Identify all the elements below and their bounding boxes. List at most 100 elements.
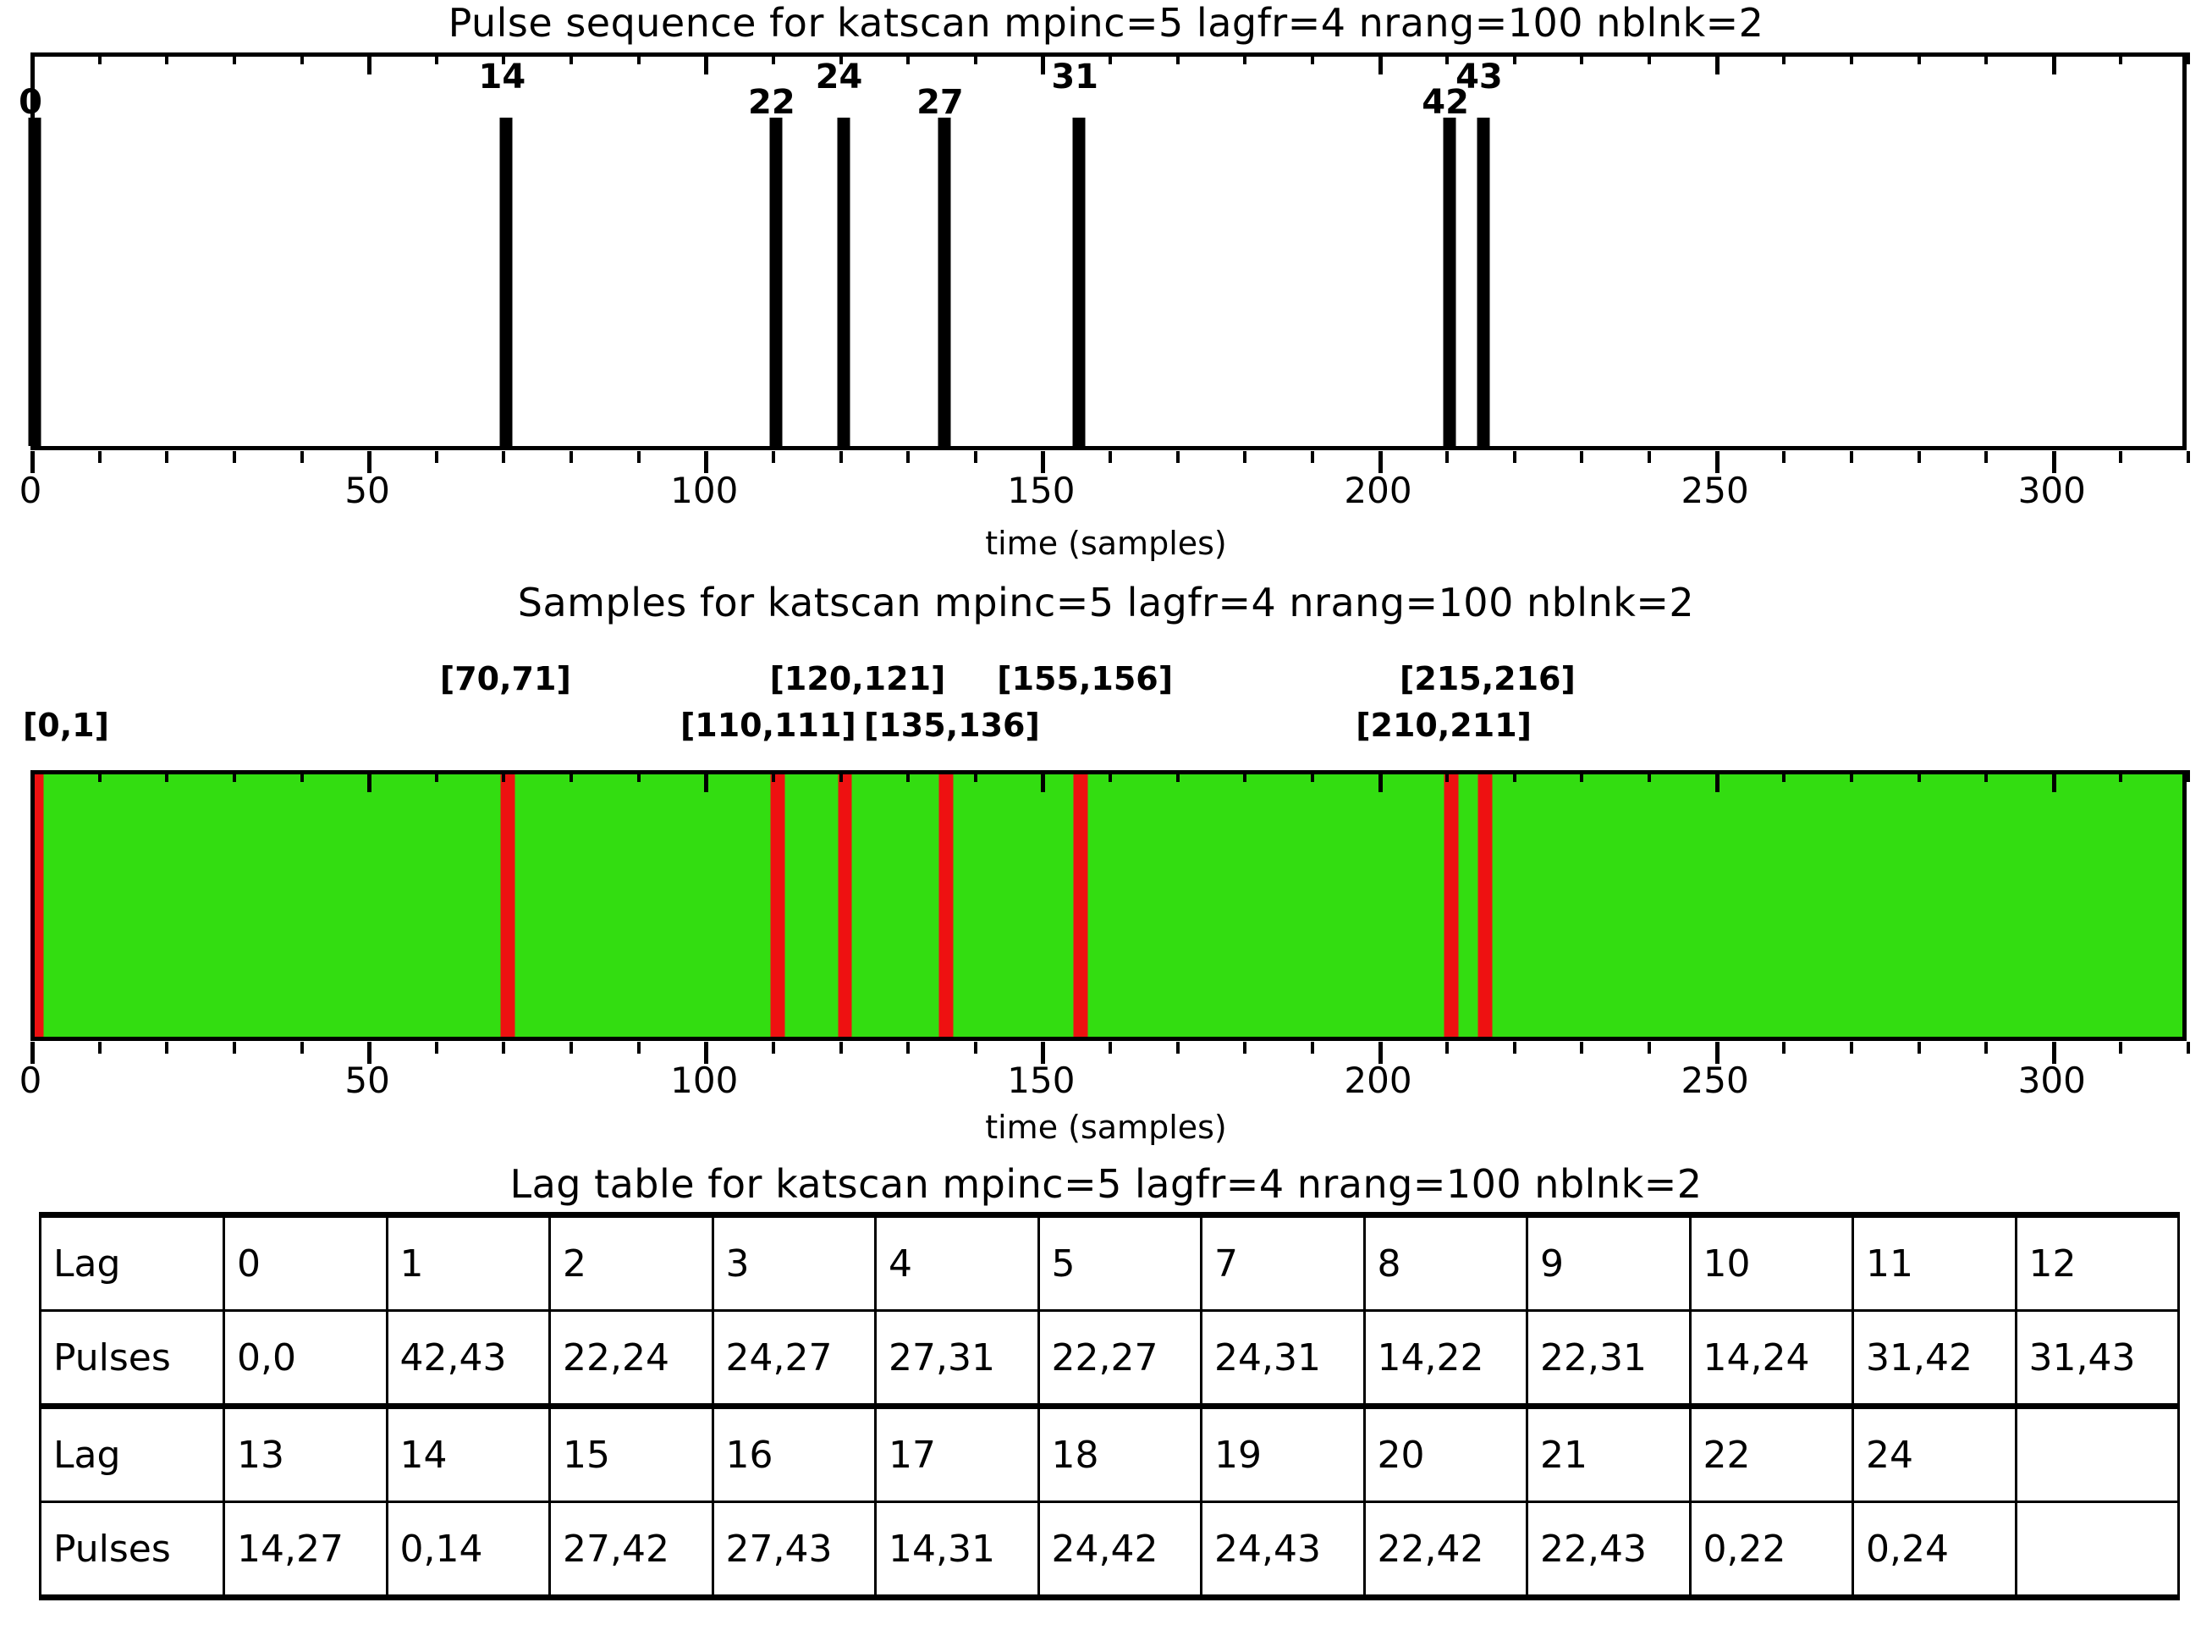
sample-stripe [300,774,309,1037]
sample-stripe [2017,774,2028,1037]
sample-stripe [84,774,94,1037]
sample-stripe [1499,774,1509,1037]
sample-stripe [400,774,410,1037]
sample-stripe [1728,774,1738,1037]
sample-stripe [603,774,613,1037]
sample-stripe [1532,774,1543,1037]
sample-stripe [1572,774,1582,1037]
axis-minor-tick [771,451,775,463]
sample-stripe [2098,774,2108,1037]
sample-stripe [1876,774,1886,1037]
sample-stripe [2078,774,2088,1037]
sample-stripe [798,774,808,1037]
sample-stripe [1242,774,1252,1037]
sample-stripe [1108,774,1118,1037]
sample-stripe [1054,774,1064,1037]
table-row-header: Pulses [39,1309,225,1409]
sample-stripe [305,774,316,1037]
sample-stripe [2159,774,2169,1037]
axis-major-tick [367,770,372,792]
axis-minor-tick [1984,52,1989,64]
sample-stripe [346,774,356,1037]
sample-stripe [1519,774,1529,1037]
pulse-number-label: 14 [478,58,526,96]
sample-stripe [993,774,1004,1037]
sample-stripe [157,774,168,1037]
pulse-number-label: 0 [19,83,42,122]
sample-stripe [987,774,997,1037]
sample-stripe [1229,774,1239,1037]
axis-minor-tick [1917,451,1921,463]
sample-stripe [286,774,296,1037]
sample-stripe [1546,774,1556,1037]
sample-stripe [1014,774,1024,1037]
sample-stripe [232,774,242,1037]
sample-stripe [1026,774,1037,1037]
sample-stripe [1121,774,1131,1037]
axis-minor-tick [165,770,169,782]
sample-stripe [1222,774,1232,1037]
axis-major-tick [1378,1042,1383,1064]
axis-minor-tick [232,52,236,64]
table-cell: 1 [385,1212,551,1312]
axis-major-tick [704,1042,709,1064]
sample-stripe [1990,774,2000,1037]
table-row: Pulses 0,0 42,43 22,24 24,27 27,31 22,27 24,31 1… [39,1309,2180,1409]
table-cell: 14,22 [1362,1309,1528,1409]
sample-stripe [555,774,565,1037]
sample-stripe [1553,774,1563,1037]
sample-stripe [205,774,215,1037]
axis-minor-tick [1984,770,1989,782]
sample-stripe [1674,774,1684,1037]
sample-stripe [825,774,835,1037]
sample-stripe [2004,774,2014,1037]
axis-tick-label: 0 [19,1060,42,1101]
sample-stripe [636,774,647,1037]
sample-stripe [1526,774,1536,1037]
pulse-number-label: 43 [1455,58,1503,96]
sample-stripe [575,774,586,1037]
sample-stripe [1896,774,1907,1037]
sample-stripe [1303,774,1313,1037]
sample-stripe [137,774,147,1037]
sample-stripe [1378,774,1387,1037]
table-row-header: Lag [39,1405,225,1503]
axis-minor-tick [434,451,438,463]
sample-stripe [2051,774,2061,1037]
sample-stripe [1390,774,1400,1037]
sample-stripe [1815,774,1825,1037]
sample-stripe [542,774,552,1037]
axis-minor-tick [906,1042,911,1054]
sample-stripe [293,774,303,1037]
sample-stripe [1351,774,1361,1037]
sample-stripe [784,774,795,1037]
table-cell: 22 [1688,1405,1854,1503]
axis-tick-label: 200 [1344,1060,1412,1101]
table-cell: 15 [548,1405,714,1503]
sample-stripe [1970,774,1980,1037]
sample-stripe [494,774,504,1037]
sample-stripe [609,774,619,1037]
table-cell [2014,1405,2180,1503]
axis-minor-tick [232,451,236,463]
sample-stripe [1047,774,1057,1037]
sample-stripe [1465,774,1475,1037]
sample-stripe [1747,774,1758,1037]
sample-stripe [1148,774,1158,1037]
sample-stripe [164,774,174,1037]
axis-minor-tick [1175,52,1180,64]
sample-stripe [885,774,895,1037]
blanked-interval-label: [0,1] [22,707,109,744]
sample-stripe [582,774,592,1037]
sample-stripe [2165,774,2176,1037]
axis-minor-tick [300,451,304,463]
sample-stripe [414,774,424,1037]
sample-stripe [1802,774,1812,1037]
table-cell: 24,31 [1200,1309,1366,1409]
axis-tick-label: 150 [1007,470,1076,511]
sample-stripe [1822,774,1832,1037]
sample-stripe [191,774,201,1037]
sample-stripe [239,774,249,1037]
sample-stripe [1458,774,1468,1037]
sample-stripe [1842,774,1852,1037]
